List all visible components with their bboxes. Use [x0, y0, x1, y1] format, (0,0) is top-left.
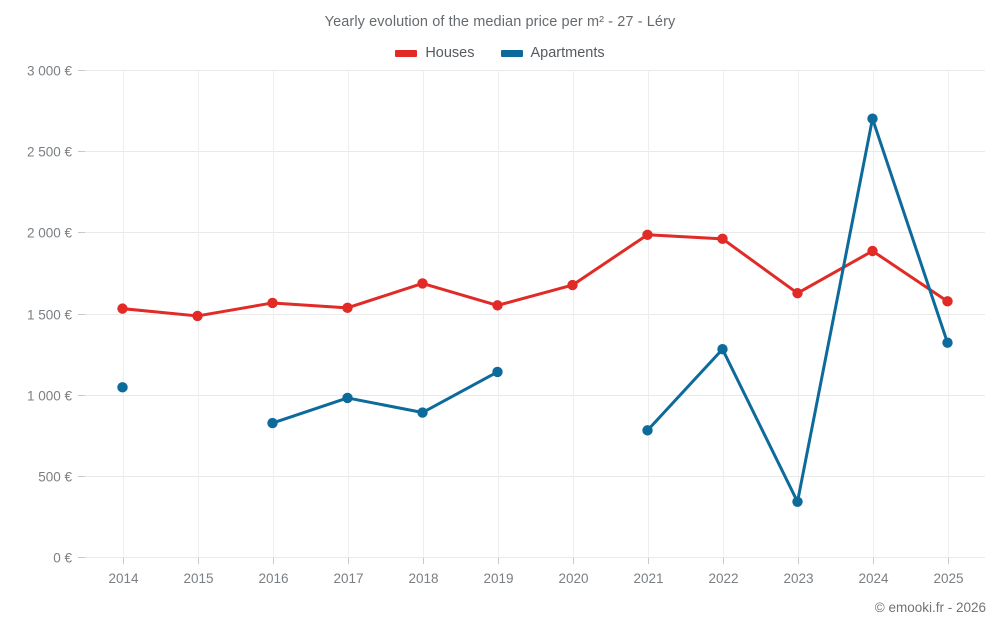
data-point-apartments[interactable]: [717, 344, 728, 355]
chart-title: Yearly evolution of the median price per…: [324, 14, 676, 30]
data-point-houses[interactable]: [567, 279, 578, 291]
data-point-apartments[interactable]: [792, 496, 803, 508]
y-axis-tick-label: 3 000 €: [27, 64, 73, 79]
x-axis-tick-label: 2023: [783, 571, 813, 586]
y-axis-tick-label: 2 000 €: [27, 226, 73, 241]
grid-layer: [85, 70, 985, 558]
x-axis-tick-label: 2014: [108, 571, 139, 586]
legend-swatch-houses: [395, 49, 418, 57]
x-axis-tick-label: 2018: [408, 571, 438, 586]
data-point-houses[interactable]: [117, 303, 128, 314]
series-line-houses: [121, 233, 949, 318]
data-point-apartments[interactable]: [867, 113, 878, 124]
data-point-houses[interactable]: [492, 300, 503, 311]
axis-labels: 0 € 500 € 1 000 € 1 500 € 2 000 € 2 500 € 3 00…: [27, 64, 964, 587]
x-axis-tick-label: 2019: [483, 571, 513, 586]
x-axis-tick-label: 2015: [183, 571, 213, 586]
data-point-apartments[interactable]: [117, 382, 128, 393]
y-axis-tick-label: 1 000 €: [27, 389, 73, 404]
legend-label-houses: Houses: [425, 45, 475, 61]
legend-item-apartments[interactable]: Apartments: [500, 45, 605, 61]
data-point-apartments[interactable]: [492, 366, 503, 378]
series-line-apartments: [271, 370, 499, 425]
x-axis-tick-label: 2022: [708, 571, 738, 586]
data-point-houses[interactable]: [642, 229, 653, 240]
data-point-houses[interactable]: [192, 310, 203, 322]
x-axis-tick-label: 2021: [633, 571, 663, 586]
y-axis-tick-label: 0 €: [53, 551, 72, 566]
x-axis-tick-label: 2020: [558, 571, 588, 586]
x-axis-tick-label: 2016: [258, 571, 288, 586]
data-point-houses[interactable]: [792, 288, 803, 299]
y-axis-tick-label: 2 500 €: [27, 145, 73, 160]
y-axis-tick-label: 500 €: [38, 470, 72, 485]
data-point-houses[interactable]: [867, 245, 878, 257]
data-point-houses[interactable]: [417, 278, 428, 289]
x-axis-tick-label: 2025: [933, 571, 963, 586]
x-axis-tick-label: 2017: [333, 571, 363, 586]
data-point-houses[interactable]: [342, 302, 353, 314]
chart-legend: Houses Apartments: [0, 45, 1000, 61]
axis-layer: [78, 70, 985, 564]
data-point-apartments[interactable]: [342, 392, 353, 404]
series-layer: [117, 113, 953, 508]
data-point-houses[interactable]: [717, 233, 728, 245]
series-line-apartments: [646, 117, 949, 504]
data-point-apartments[interactable]: [267, 417, 278, 429]
data-point-apartments[interactable]: [642, 425, 653, 436]
footer-credit: © emooki.fr - 2026: [874, 600, 986, 615]
x-axis-tick-label: 2024: [858, 571, 889, 586]
y-axis-tick-label: 1 500 €: [27, 308, 73, 323]
legend-label-apartments: Apartments: [530, 45, 605, 61]
data-point-apartments[interactable]: [942, 337, 953, 348]
legend-swatch-apartments: [500, 49, 523, 57]
legend-item-houses[interactable]: Houses: [395, 45, 475, 61]
data-point-houses[interactable]: [942, 296, 953, 307]
data-point-houses[interactable]: [267, 297, 278, 309]
data-point-apartments[interactable]: [417, 407, 428, 418]
